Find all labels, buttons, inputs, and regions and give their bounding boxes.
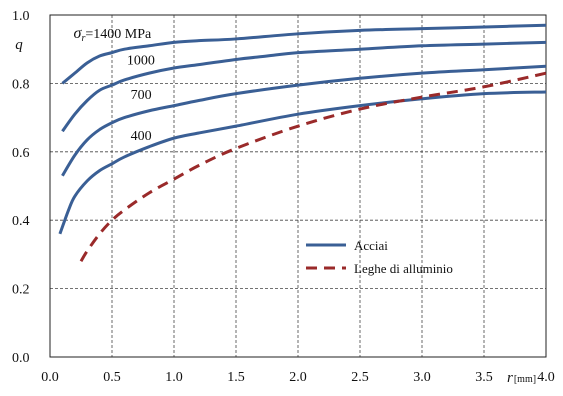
x-axis-label: r[mm] bbox=[507, 370, 536, 386]
x-tick-label: 3.0 bbox=[413, 370, 431, 385]
steel-curve-400 bbox=[60, 92, 546, 234]
y-tick-label: 1.0 bbox=[12, 9, 30, 24]
x-tick-label: 1.0 bbox=[165, 370, 183, 385]
y-tick-label: 0.6 bbox=[12, 146, 30, 161]
x-tick-label: 0.0 bbox=[41, 370, 59, 385]
y-axis-label: q bbox=[15, 37, 23, 53]
x-tick-label: 1.5 bbox=[227, 370, 245, 385]
y-tick-label: 0.0 bbox=[12, 351, 30, 366]
x-tick-label: 4.0 bbox=[537, 370, 555, 385]
legend: Acciai Leghe di alluminio bbox=[306, 238, 453, 276]
y-tick-label: 0.8 bbox=[12, 77, 30, 92]
curve-label-700: 700 bbox=[131, 88, 152, 103]
x-axis-unit: [mm] bbox=[514, 374, 536, 385]
x-tick-label: 0.5 bbox=[103, 370, 121, 385]
tick-label-layer: 0.0 0.5 1.0 1.5 2.0 2.5 3.0 3.5 4.0 0.0 0.2 0.4 0.6 0… bbox=[12, 9, 555, 385]
y-tick-label: 0.2 bbox=[12, 283, 30, 298]
steel-curve-700 bbox=[62, 66, 546, 175]
x-tick-label: 2.0 bbox=[289, 370, 307, 385]
y-tick-label: 0.4 bbox=[12, 214, 30, 229]
x-tick-label: 2.5 bbox=[351, 370, 369, 385]
x-tick-label: 3.5 bbox=[475, 370, 493, 385]
curve-label-400: 400 bbox=[131, 129, 152, 144]
legend-label: Acciai bbox=[354, 238, 388, 253]
grid-layer bbox=[50, 15, 546, 357]
x-axis-symbol: r bbox=[507, 370, 513, 386]
curve-label-1400: σr=1400 MPa bbox=[74, 25, 152, 44]
curve-label-1000: 1000 bbox=[127, 54, 155, 69]
legend-label: Leghe di alluminio bbox=[354, 261, 453, 276]
curve-label-text: =1400 MPa bbox=[85, 27, 152, 42]
